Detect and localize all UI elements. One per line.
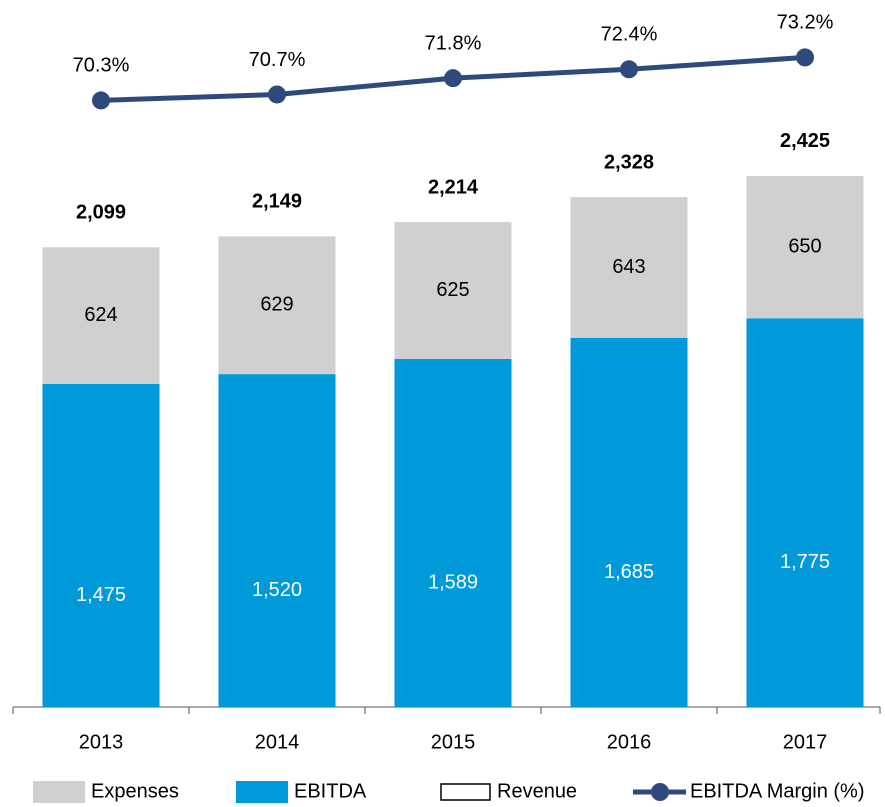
legend-swatch xyxy=(33,781,85,803)
margin-point xyxy=(796,48,814,67)
bar-expenses xyxy=(42,247,160,384)
margin-point xyxy=(620,60,638,79)
x-tick-label: 2014 xyxy=(255,731,300,753)
x-tick-label: 2013 xyxy=(79,731,124,753)
expenses-label: 624 xyxy=(84,304,117,326)
margin-label: 72.4% xyxy=(601,24,658,46)
revenue-label: 2,149 xyxy=(252,191,302,213)
legend-swatch xyxy=(440,783,491,801)
margin-label: 73.2% xyxy=(777,12,834,34)
bar-ebitda xyxy=(394,359,512,707)
bar-ebitda xyxy=(218,374,336,707)
legend-label: Revenue xyxy=(497,780,577,802)
bar-ebitda xyxy=(746,318,864,707)
margin-label: 70.3% xyxy=(73,55,130,77)
revenue-label: 2,214 xyxy=(428,176,479,198)
bar-ebitda xyxy=(570,337,688,707)
margin-label: 70.7% xyxy=(249,49,306,71)
margin-point xyxy=(268,85,286,104)
legend-label: Expenses xyxy=(91,780,179,802)
margin-point xyxy=(444,69,462,88)
legend-marker xyxy=(651,783,669,801)
ebitda-label: 1,475 xyxy=(76,584,126,606)
expenses-label: 629 xyxy=(260,294,293,316)
bar-expenses xyxy=(218,236,336,375)
ebitda-label: 1,685 xyxy=(604,561,654,583)
legend-label: EBITDA Margin (%) xyxy=(690,780,864,802)
expenses-label: 643 xyxy=(612,256,645,278)
expenses-label: 625 xyxy=(436,279,469,301)
revenue-label: 2,425 xyxy=(780,130,830,152)
revenue-label: 2,099 xyxy=(76,202,126,224)
ebitda-label: 1,520 xyxy=(252,579,302,601)
bar-expenses xyxy=(746,175,864,319)
legend-label: EBITDA xyxy=(294,780,367,802)
legend-swatch xyxy=(236,781,288,803)
bar-expenses xyxy=(570,197,688,338)
margin-point xyxy=(92,91,110,110)
bar-expenses xyxy=(394,222,512,360)
x-tick-label: 2017 xyxy=(783,731,828,753)
expenses-label: 650 xyxy=(788,235,821,257)
margin-label: 71.8% xyxy=(425,32,482,54)
ebitda-label: 1,589 xyxy=(428,571,478,593)
ebitda-label: 1,775 xyxy=(780,551,830,573)
revenue-label: 2,328 xyxy=(604,151,654,173)
x-tick-label: 2016 xyxy=(607,731,652,753)
bar-ebitda xyxy=(42,383,160,707)
x-tick-label: 2015 xyxy=(431,731,476,753)
